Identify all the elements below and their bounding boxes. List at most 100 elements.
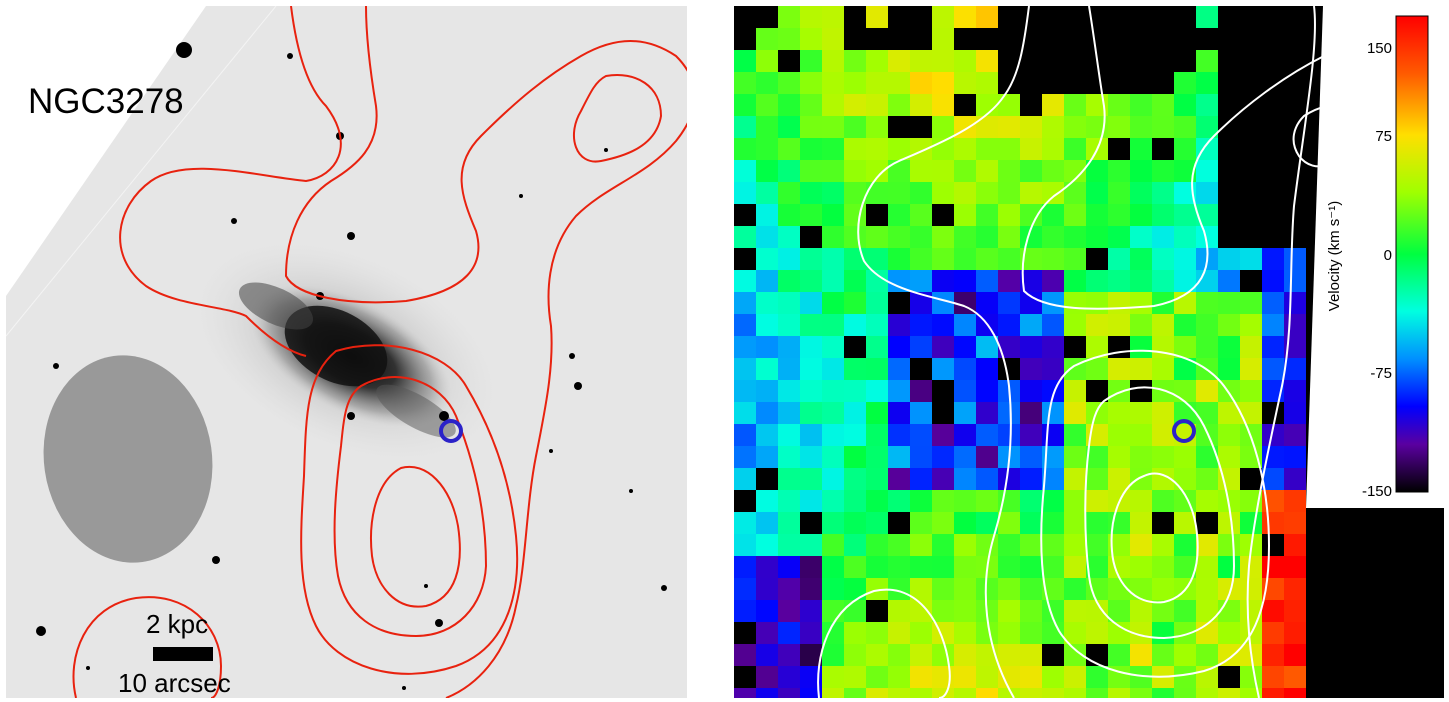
velocity-pixel	[1196, 6, 1218, 28]
velocity-pixel	[778, 666, 800, 688]
velocity-pixel	[910, 380, 932, 402]
velocity-pixel	[954, 182, 976, 204]
velocity-pixel	[1086, 446, 1108, 468]
velocity-pixel	[1218, 512, 1240, 534]
velocity-pixel	[932, 160, 954, 182]
velocity-pixel	[1240, 578, 1262, 600]
velocity-pixel	[888, 380, 910, 402]
velocity-pixel	[1042, 182, 1064, 204]
velocity-pixel	[1196, 490, 1218, 512]
velocity-pixel	[1262, 314, 1284, 336]
velocity-pixel	[976, 6, 998, 28]
velocity-pixel	[998, 556, 1020, 578]
velocity-pixel	[888, 644, 910, 666]
velocity-pixel	[734, 358, 756, 380]
velocity-pixel	[998, 116, 1020, 138]
velocity-pixel	[1130, 600, 1152, 622]
velocity-pixel	[1218, 336, 1240, 358]
velocity-pixel	[1218, 292, 1240, 314]
velocity-pixel	[1064, 248, 1086, 270]
velocity-pixel	[1130, 490, 1152, 512]
velocity-pixel	[822, 622, 844, 644]
velocity-pixel	[778, 644, 800, 666]
velocity-pixel	[910, 578, 932, 600]
velocity-pixel	[998, 138, 1020, 160]
velocity-pixel	[998, 336, 1020, 358]
velocity-pixel	[1042, 578, 1064, 600]
velocity-pixel	[1064, 446, 1086, 468]
velocity-pixel	[866, 666, 888, 688]
velocity-pixel	[866, 292, 888, 314]
velocity-pixel	[822, 336, 844, 358]
velocity-pixel	[910, 688, 932, 698]
velocity-pixel	[888, 270, 910, 292]
velocity-pixel	[888, 468, 910, 490]
velocity-pixel	[1086, 688, 1108, 698]
velocity-pixel	[1240, 512, 1262, 534]
velocity-pixel	[1042, 468, 1064, 490]
velocity-pixel	[756, 314, 778, 336]
colorbar: 150 75 0 -75 -150 Velocity (km s⁻¹)	[1306, 6, 1444, 508]
velocity-pixel	[734, 182, 756, 204]
velocity-pixel	[1196, 600, 1218, 622]
velocity-pixel	[1086, 160, 1108, 182]
velocity-pixel	[1042, 270, 1064, 292]
velocity-pixel	[932, 644, 954, 666]
velocity-pixel	[976, 72, 998, 94]
velocity-pixel	[1130, 468, 1152, 490]
velocity-pixel	[844, 292, 866, 314]
velocity-pixel	[1020, 204, 1042, 226]
velocity-pixel	[932, 534, 954, 556]
velocity-pixel	[932, 226, 954, 248]
velocity-pixel	[844, 270, 866, 292]
velocity-pixel	[866, 534, 888, 556]
velocity-pixel	[844, 204, 866, 226]
velocity-pixel	[1196, 534, 1218, 556]
velocity-pixel	[822, 468, 844, 490]
velocity-pixel	[888, 160, 910, 182]
velocity-pixel	[800, 490, 822, 512]
velocity-pixel	[1086, 534, 1108, 556]
velocity-pixel	[888, 94, 910, 116]
velocity-pixel	[1042, 248, 1064, 270]
velocity-pixel	[976, 336, 998, 358]
velocity-pixel	[954, 204, 976, 226]
velocity-pixel	[1240, 358, 1262, 380]
velocity-pixel	[866, 160, 888, 182]
velocity-pixel	[1064, 490, 1086, 512]
velocity-pixel	[778, 314, 800, 336]
velocity-pixel	[954, 50, 976, 72]
velocity-pixel	[932, 358, 954, 380]
velocity-pixel	[976, 424, 998, 446]
velocity-pixel	[1174, 468, 1196, 490]
velocity-pixel	[1262, 556, 1284, 578]
velocity-pixel	[778, 204, 800, 226]
velocity-pixel	[1020, 468, 1042, 490]
velocity-pixel	[954, 138, 976, 160]
velocity-pixel	[778, 556, 800, 578]
velocity-pixel	[866, 402, 888, 424]
velocity-pixel	[866, 50, 888, 72]
velocity-pixel	[1174, 94, 1196, 116]
velocity-pixel	[734, 270, 756, 292]
velocity-pixel	[800, 600, 822, 622]
velocity-pixel	[1174, 688, 1196, 698]
velocity-pixel	[756, 292, 778, 314]
velocity-pixel	[1042, 116, 1064, 138]
velocity-pixel	[976, 138, 998, 160]
velocity-pixel	[1130, 160, 1152, 182]
velocity-pixel	[1064, 182, 1086, 204]
velocity-pixel	[1174, 116, 1196, 138]
velocity-pixel	[800, 380, 822, 402]
velocity-pixel	[800, 72, 822, 94]
velocity-pixel	[800, 578, 822, 600]
velocity-pixel	[822, 226, 844, 248]
velocity-pixel	[1086, 358, 1108, 380]
velocity-pixel	[1240, 600, 1262, 622]
velocity-pixel	[976, 182, 998, 204]
velocity-pixel	[1196, 116, 1218, 138]
velocity-pixel	[1262, 688, 1284, 698]
velocity-pixel	[844, 226, 866, 248]
velocity-pixel	[910, 490, 932, 512]
velocity-pixel	[1108, 622, 1130, 644]
